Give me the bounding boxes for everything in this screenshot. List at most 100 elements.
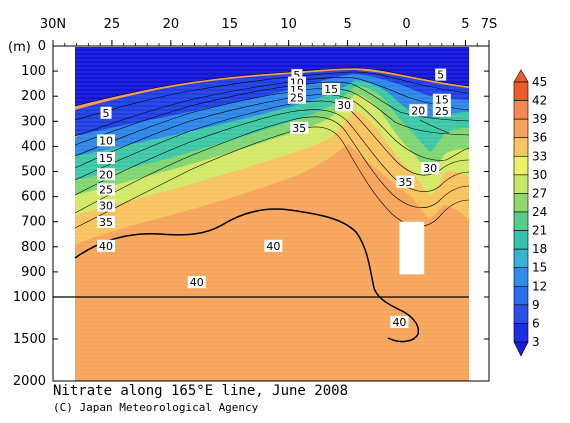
contour-label: 40 — [392, 316, 406, 329]
colorbar-swatch — [513, 267, 529, 287]
x-tick-label: 20 — [163, 17, 180, 32]
colorbar-label: 42 — [532, 94, 547, 108]
colorbar-label: 33 — [532, 149, 547, 163]
colorbar-swatch — [513, 285, 529, 306]
contour-label: 15 — [324, 83, 338, 96]
contour-label: 30 — [337, 99, 351, 112]
contour-label-bg — [432, 93, 451, 106]
colorbar-bottom-arrow — [513, 341, 529, 357]
colorbar-label: 3 — [532, 335, 540, 349]
contour-label: 10 — [99, 134, 113, 147]
contour-label: 35 — [292, 122, 306, 135]
contour-label-bg — [421, 161, 440, 174]
contour-label-bg — [335, 99, 354, 112]
y-tick-label: 400 — [21, 139, 46, 154]
y-tick-label: 900 — [21, 265, 46, 280]
colorbar-swatch — [513, 137, 529, 157]
contour-label: 25 — [290, 92, 304, 105]
x-tick-label: 0 — [402, 17, 410, 32]
x-tick-label: 25 — [104, 17, 121, 32]
contour-label-bg — [409, 104, 428, 117]
chart-title: Nitrate along 165°E line, June 2008 — [53, 383, 349, 399]
contour-label: 5 — [103, 107, 110, 120]
contour-label: 20 — [411, 104, 425, 117]
contour-label: 25 — [435, 105, 449, 118]
contour-label: 40 — [99, 240, 113, 253]
contour-label-bg — [97, 151, 116, 164]
contour-label: 25 — [99, 183, 113, 196]
contour-label-bg — [435, 68, 447, 81]
contour-label-bg — [187, 276, 206, 289]
contour-label: 5 — [437, 69, 444, 82]
y-unit-label: (m) — [8, 40, 31, 55]
band-36 — [75, 90, 469, 245]
y-tick-label: 1500 — [13, 332, 46, 347]
contour-label-bg — [97, 199, 116, 212]
credit-text: (C) Japan Meteorological Agency — [53, 401, 259, 414]
colorbar-label: 15 — [532, 261, 547, 275]
x-tick-label: 5 — [461, 17, 469, 32]
contour-label-bg — [97, 134, 116, 147]
colorbar-label: 24 — [532, 205, 547, 219]
y-tick-label: 2000 — [13, 374, 46, 389]
contour-label: 35 — [398, 176, 412, 189]
contour-label: 30 — [99, 200, 113, 213]
missing-data-box — [399, 221, 425, 275]
colorbar-swatch — [513, 174, 529, 194]
colorbar-label: 30 — [532, 168, 547, 182]
contour-label: 15 — [99, 152, 113, 165]
contour-label-bg — [97, 183, 116, 196]
y-tick-label: 1000 — [13, 290, 46, 305]
contour-label-bg — [100, 106, 112, 119]
colorbar-swatch — [513, 230, 529, 250]
colorbar-label: 39 — [532, 112, 547, 126]
colorbar-label: 45 — [532, 75, 547, 89]
contour-label-bg — [390, 316, 409, 329]
contour-label-bg — [432, 104, 451, 117]
colorbar-label: 36 — [532, 131, 547, 145]
band-6 — [75, 70, 469, 136]
band-3 — [75, 47, 469, 106]
colorbar-swatch — [513, 118, 529, 139]
colorbar-label: 6 — [532, 316, 540, 330]
contour-label: 5 — [293, 69, 300, 82]
contour-label-bg — [287, 91, 306, 104]
contour-field: 5101520253035404040355101525153051525203… — [53, 47, 469, 381]
contour-label-bg — [97, 215, 116, 228]
colorbar-swatch — [513, 81, 529, 101]
contour-label-bg — [97, 239, 116, 252]
colorbar: 45 42 39 36 33 30 27 24 21 18 15 12 9 6 3 — [513, 69, 547, 357]
colorbar-label: 27 — [532, 186, 547, 200]
contour-label: 20 — [99, 168, 113, 181]
colorbar-label: 9 — [532, 298, 540, 312]
x-tick-label: 7S — [481, 17, 498, 32]
plot-frame — [52, 45, 490, 382]
colorbar-label: 18 — [532, 242, 547, 256]
x-tick-label: 30N — [40, 17, 66, 32]
colorbar-swatch — [513, 155, 529, 176]
contour-label: 35 — [99, 216, 113, 229]
y-tick-label: 200 — [21, 89, 46, 104]
colorbar-swatch — [513, 248, 529, 269]
contour-label-bg — [322, 82, 341, 95]
colorbar-swatch — [513, 211, 529, 231]
colorbar-swatch — [513, 193, 529, 213]
colorbar-swatch — [513, 304, 529, 324]
y-tick-label: 300 — [21, 114, 46, 129]
contour-label: 30 — [423, 162, 437, 175]
y-axis: 0 100 200 300 400 500 600 700 800 900 1000 1500 2000 — [13, 39, 489, 389]
contour-labels: 5101520253035404040355101525153051525203… — [97, 68, 451, 329]
colorbar-label: 21 — [532, 224, 547, 238]
contour-label-bg — [291, 69, 303, 82]
contour-label-bg — [396, 175, 415, 188]
colorbar-top-arrow — [513, 69, 529, 83]
y-tick-label: 0 — [38, 39, 46, 54]
contour-label: 15 — [435, 94, 449, 107]
x-tick-label: 15 — [221, 17, 238, 32]
y-tick-label: 100 — [21, 64, 46, 79]
contour-label-bg — [290, 121, 309, 134]
y-tick-label: 700 — [21, 215, 46, 230]
contour-label-bg — [264, 239, 283, 252]
contour-label: 40 — [190, 276, 204, 289]
